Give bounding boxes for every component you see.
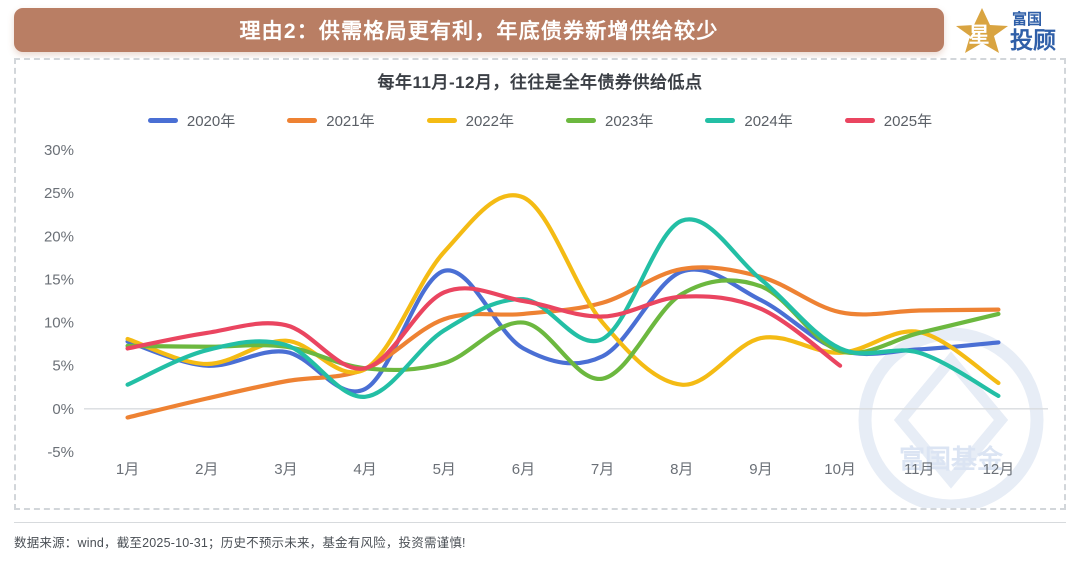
legend-swatch-icon [844, 118, 875, 123]
series-line-2024年[interactable] [125, 217, 1001, 399]
star-icon [956, 8, 1008, 53]
footer: 数据来源：wind，截至2025-10-31；历史不预示未来，基金有风险，投资需… [14, 522, 1066, 551]
logo-star-char: 星 [969, 24, 990, 47]
x-axis-tick-label: 7月 [591, 461, 614, 478]
x-axis-tick-label: 3月 [274, 461, 297, 478]
y-axis-tick-label: 30% [44, 142, 74, 159]
x-axis-tick-label: 4月 [353, 461, 376, 478]
y-axis-tick-label: 25% [44, 185, 74, 202]
legend-swatch-icon [287, 118, 318, 123]
title-banner: 理由2：供需格局更有利，年底债券新增供给较少 [14, 8, 944, 52]
legend-swatch-icon [566, 118, 596, 123]
x-axis-tick-label: 8月 [670, 461, 693, 478]
legend-label: 2020年 [186, 113, 236, 130]
x-axis-tick-label: 2月 [195, 461, 218, 478]
legend-label: 2025年 [883, 113, 933, 130]
x-axis-tick-label: 6月 [512, 461, 535, 478]
x-axis-tick-label: 11月 [904, 461, 935, 478]
legend-item-2020年[interactable]: 2020年 [147, 110, 236, 131]
x-axis-tick-label: 5月 [433, 461, 456, 478]
chart-card: 每年11月-12月，往往是全年债券供给低点 2020年 2021年 2022年 202… [14, 58, 1066, 510]
y-axis-tick-label: 20% [44, 228, 74, 245]
y-axis-tick-label: 0% [52, 401, 74, 418]
legend-label: 2021年 [326, 113, 375, 130]
x-axis-tick-label: 10月 [824, 461, 856, 478]
y-axis-tick-label: 15% [44, 271, 74, 288]
y-axis-tick-label: 10% [44, 315, 74, 332]
line-chart-svg: 富国基金 30% 25% 20% 15% 10% 5% 0% -5% 1月 2月 3月 4月 5月 6月 7月… [44, 142, 1048, 508]
legend-label: 2024年 [744, 113, 793, 130]
legend-item-2022年[interactable]: 2022年 [426, 110, 514, 131]
watermark-ring [858, 327, 1044, 508]
watermark-text: 富国基金 [899, 444, 1004, 474]
page-title: 理由2：供需格局更有利，年底债券新增供给较少 [239, 20, 719, 43]
brand-logo: 星 富国 投顾 [948, 4, 1066, 54]
watermark: 富国基金 [858, 327, 1044, 508]
series-line-2025年[interactable] [125, 286, 843, 371]
x-axis-tick-label: 1月 [116, 461, 139, 478]
chart-subtitle: 每年11月-12月，往往是全年债券供给低点 [377, 73, 703, 92]
legend-item-2023年[interactable]: 2023年 [566, 110, 653, 131]
x-axis-tick-label: 12月 [983, 461, 1015, 478]
legend-item-2025年[interactable]: 2025年 [844, 110, 933, 131]
legend-swatch-icon [426, 118, 457, 123]
footer-divider [14, 522, 1066, 523]
title-bar: 理由2：供需格局更有利，年底债券新增供给较少 [14, 8, 944, 52]
legend-swatch-icon [705, 118, 736, 123]
series-line-2020年[interactable] [125, 267, 1001, 394]
legend-label: 2023年 [605, 113, 654, 130]
y-axis-tick-label: 5% [52, 358, 74, 375]
watermark-diamond [893, 351, 1009, 489]
x-axis-tick-label: 9月 [749, 461, 772, 478]
legend-item-2021年[interactable]: 2021年 [287, 110, 375, 131]
chart-legend: 2020年 2021年 2022年 2023年 2024年 2025年 [16, 110, 1064, 131]
y-axis-tick-label: -5% [47, 444, 74, 461]
logo-brand-top: 富国 [1012, 10, 1042, 28]
legend-label: 2022年 [465, 113, 514, 130]
legend-swatch-icon [147, 118, 178, 123]
plot-area: 富国基金 30% 25% 20% 15% 10% 5% 0% -5% 1月 2月 3月 4月 5月 6月 7月… [16, 60, 1064, 508]
source-note: 数据来源：wind，截至2025-10-31；历史不预示未来，基金有风险，投资需… [14, 536, 466, 550]
logo-brand-bottom: 投顾 [1010, 27, 1056, 53]
legend-item-2024年[interactable]: 2024年 [705, 110, 793, 131]
